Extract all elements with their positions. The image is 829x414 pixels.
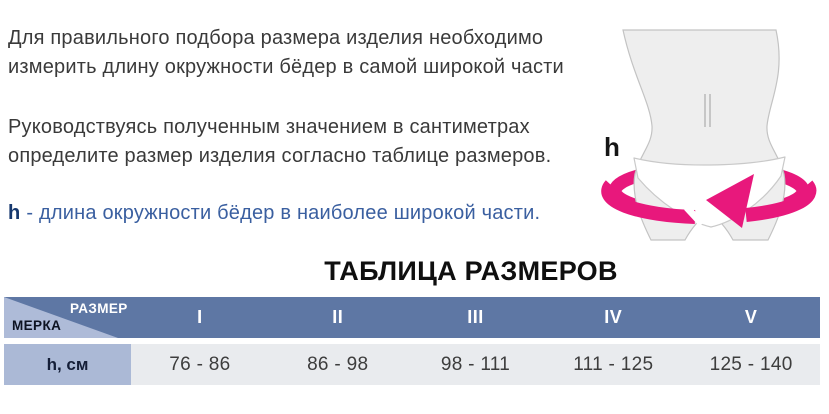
size-range-3: 98 - 111 (440, 353, 511, 375)
size-column-header-2: II (332, 307, 344, 327)
corner-size-label: РАЗМЕР (70, 301, 128, 316)
tape-tail-notch (684, 193, 706, 227)
paragraph-line: измерить длину окружности бёдер в самой … (8, 55, 564, 78)
h-definition-text: - длина окружности бёдер в наиболее широ… (26, 202, 541, 224)
size-range-1: 76 - 86 (169, 353, 231, 375)
select-size-instruction-paragraph: Руководствуясь полученным значением в са… (8, 113, 551, 170)
row-label-h-cm: h, см (4, 344, 131, 385)
paragraph-line: определите размер изделия согласно табли… (8, 144, 552, 167)
size-column-header-5: V (744, 307, 758, 327)
size-column-header-4: IV (604, 307, 623, 327)
row-values: 76 - 86 86 - 98 98 - 111 111 - 125 125 -… (131, 344, 820, 385)
size-range-5: 125 - 140 (709, 353, 793, 375)
size-table-data-row: h, см 76 - 86 86 - 98 98 - 111 111 - 125… (4, 344, 820, 385)
size-table-header-row: РАЗМЕР МЕРКА I II III IV V (4, 297, 820, 338)
size-column-header-3: III (467, 307, 484, 327)
size-column-headers: I II III IV V (131, 297, 820, 338)
navel-lines (704, 94, 711, 127)
hip-measurement-illustration: h (601, 29, 817, 241)
paragraph-line: Руководствуясь полученным значением в са… (8, 116, 530, 138)
paragraph-line: Для правильного подбора размера изделия … (8, 27, 544, 49)
measuring-tape-band-right (745, 180, 817, 222)
size-range-2: 86 - 98 (307, 353, 369, 375)
size-column-header-1: I (197, 307, 203, 327)
size-range-4: 111 - 125 (573, 353, 654, 375)
h-term: h (8, 202, 21, 224)
size-table-title: ТАБЛИЦА РАЗМЕРОВ (324, 256, 618, 286)
h-definition-line: h- длина окружности бёдер в наиболее шир… (8, 201, 540, 225)
measure-instruction-paragraph: Для правильного подбора размера изделия … (8, 24, 564, 81)
size-table: РАЗМЕР МЕРКА I II III IV V h, см 76 - 86… (4, 297, 820, 385)
corner-measure-label: МЕРКА (12, 318, 62, 333)
measuring-tape-band-left (601, 180, 696, 224)
tape-arrowhead (706, 174, 754, 228)
figure-h-label: h (604, 132, 620, 162)
